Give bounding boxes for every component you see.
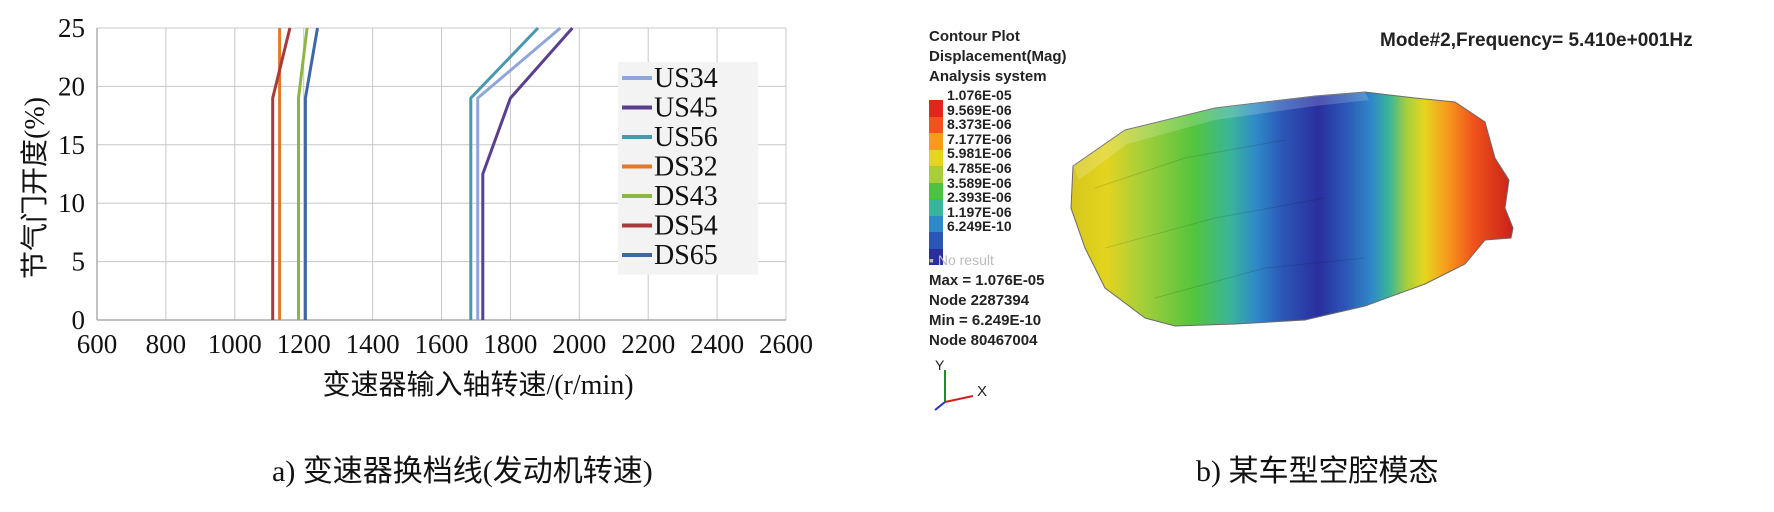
colorbar-level-label: 1.076E-05 (947, 87, 1012, 103)
x-tick-labels: 600 800 1000 1200 1400 1600 1800 2000 2200 2400 26… (77, 329, 813, 359)
x-tick-label: 2600 (759, 329, 813, 359)
colorbar-swatch (929, 182, 943, 199)
series-line-ds65 (303, 27, 319, 320)
x-tick-label: 1400 (346, 329, 400, 359)
no-result-text: No result (937, 252, 994, 268)
colorbar-level-label: 9.569E-06 (947, 101, 1012, 118)
legend-label: DS43 (654, 181, 718, 212)
cavity-mesh-model (1070, 91, 1514, 327)
shift-line-chart: 600 800 1000 1200 1400 1600 1800 2000 2200 2400 26… (19, 13, 813, 401)
x-axis-title: 变速器输入轴转速/(r/min) (322, 369, 633, 401)
y-tick-labels: 0 5 10 15 20 25 (58, 13, 85, 335)
legend-label: DS32 (654, 152, 718, 183)
series-line-ds54 (271, 27, 292, 320)
contour-header-3: Analysis system (929, 68, 1047, 85)
cavity-mode-contour-panel: Contour Plot Displacement(Mag) Analysis … (925, 26, 1774, 416)
caption-b: b) 某车型空腔模态 (1196, 455, 1439, 488)
y-tick-label: 25 (58, 13, 85, 43)
legend-label: DS65 (654, 240, 718, 271)
stat-max: Max = 1.076E-05 (929, 272, 1045, 289)
colorbar-level-label: 3.589E-06 (947, 174, 1012, 191)
y-tick-label: 10 (58, 188, 85, 218)
mode-frequency-label: Mode#2,Frequency= 5.410e+001Hz (1380, 30, 1693, 51)
y-tick-label: 20 (58, 71, 85, 101)
colorbar-swatch (929, 232, 943, 249)
colorbar-swatch (929, 100, 943, 117)
plot-frame (96, 28, 786, 321)
x-tick-label: 1600 (415, 329, 469, 359)
colorbar-swatch (929, 116, 943, 133)
colorbar-swatch (929, 133, 943, 150)
series-line-ds43 (297, 27, 309, 320)
triad-y-label: Y (935, 357, 945, 373)
x-tick-label: 1200 (277, 329, 331, 359)
colorbar-swatch (929, 149, 943, 166)
y-tick-label: 0 (72, 305, 86, 335)
series-line-us45 (481, 27, 574, 320)
colorbar-level-label: 5.981E-06 (947, 145, 1012, 162)
y-tick-label: 15 (58, 130, 85, 160)
y-tick-label: 5 (72, 247, 86, 277)
colorbar-level-label: 7.177E-06 (947, 130, 1012, 147)
stat-max-node: Node 2287394 (929, 292, 1030, 309)
series-lines (271, 26, 574, 320)
colorbar-swatch (929, 166, 943, 183)
no-result-label: ▪ No result (929, 252, 994, 268)
contour-colorbar (929, 100, 943, 265)
series-line-us34 (476, 26, 562, 320)
triad-x-label: X (977, 383, 987, 400)
x-tick-label: 1000 (208, 329, 262, 359)
x-tick-label: 2200 (621, 329, 675, 359)
colorbar-level-label: 8.373E-06 (947, 116, 1012, 133)
colorbar-level-label: 4.785E-06 (947, 160, 1012, 176)
y-axis-title: 节气门开度(%) (19, 97, 51, 279)
colorbar-level-label: 6.249E-10 (947, 218, 1012, 235)
x-tick-label: 800 (146, 329, 187, 359)
stat-min-node: Node 80467004 (929, 332, 1038, 349)
caption-a: a) 变速器换档线(发动机转速) (272, 455, 653, 488)
colorbar-level-label: 2.393E-06 (947, 189, 1012, 206)
series-line-us56 (469, 26, 540, 320)
coordinate-triad-icon: Y X (934, 357, 987, 411)
x-tick-label: 2000 (552, 329, 606, 359)
legend-label: US56 (654, 122, 718, 153)
x-tick-label: 600 (77, 329, 118, 359)
contour-header-1: Contour Plot (929, 28, 1020, 45)
stat-min: Min = 6.249E-10 (929, 312, 1042, 329)
x-tick-label: 2400 (690, 329, 744, 359)
legend-label: DS54 (654, 211, 718, 242)
legend-label: US45 (654, 93, 718, 124)
x-tick-label: 1800 (483, 329, 537, 359)
legend-label: US34 (654, 63, 718, 94)
colorbar-swatch (929, 215, 943, 232)
contour-header-2: Displacement(Mag) (929, 48, 1067, 65)
colorbar-swatch (929, 248, 943, 265)
colorbar-swatch (929, 199, 943, 216)
colorbar-level-label: 1.197E-06 (947, 203, 1012, 220)
